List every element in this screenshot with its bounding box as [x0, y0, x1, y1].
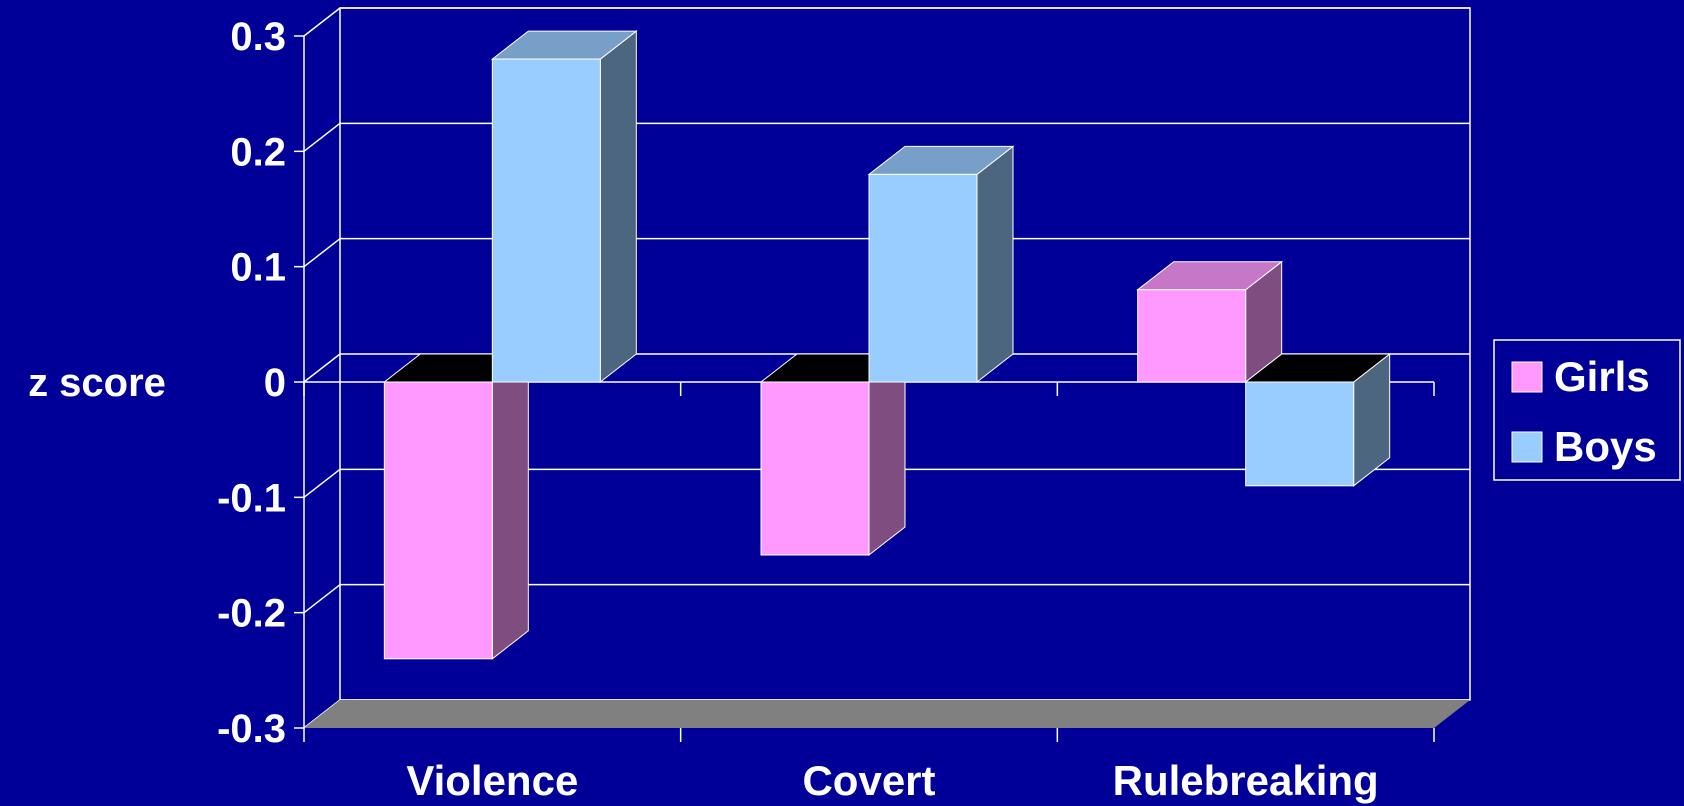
y-tick-label: 0.1 [230, 246, 286, 290]
category-label: Violence [406, 757, 578, 804]
bar-front [1245, 381, 1355, 487]
bar-girls-rulebreaking [1136, 260, 1284, 384]
category-label: Covert [802, 757, 935, 804]
legend-swatch-girls [1511, 361, 1543, 393]
y-tick-label: -0.2 [217, 592, 286, 636]
bar-boys-violence [490, 30, 638, 384]
legend-label-girls: Girls [1554, 353, 1650, 400]
category-labels: Violence Covert Rulebreaking [406, 757, 1378, 804]
legend-swatch-boys [1511, 431, 1543, 463]
y-tick-labels: 0.3 0.2 0.1 0 -0.1 -0.2 -0.3 [217, 15, 286, 751]
category-label: Rulebreaking [1113, 757, 1379, 804]
bar-side [599, 30, 637, 384]
y-tick-label: 0 [264, 361, 286, 405]
bar-boys-rulebreaking [1244, 352, 1392, 487]
gridline-side [303, 353, 341, 383]
y-tick-label: -0.3 [217, 707, 286, 751]
y-tick-label: -0.1 [217, 476, 286, 520]
legend-label-boys: Boys [1554, 423, 1657, 470]
bar-side [976, 145, 1014, 384]
y-axis-title: z score [28, 361, 166, 405]
bar-boys-covert [867, 145, 1015, 384]
gridline-side [303, 238, 341, 268]
bar-front [383, 381, 493, 660]
bar-side [868, 352, 906, 557]
bar-girls-violence [382, 352, 530, 660]
y-tick-label: 0.2 [230, 130, 286, 174]
bars [382, 30, 1392, 660]
bar-front [1137, 289, 1247, 383]
bar-front [760, 381, 870, 556]
chart-floor [304, 700, 1470, 728]
gridline-side [303, 122, 341, 152]
y-tick-label: 0.3 [230, 15, 286, 59]
gridline-side [303, 468, 341, 498]
floor-plane [304, 700, 1470, 728]
bar-front [491, 58, 601, 383]
bar-girls-covert [759, 352, 907, 557]
bar-front [868, 173, 978, 383]
gridline-side [303, 7, 341, 37]
bar-side [491, 352, 529, 660]
legend: Girls Boys [1493, 339, 1681, 481]
gridline-side [303, 584, 341, 614]
